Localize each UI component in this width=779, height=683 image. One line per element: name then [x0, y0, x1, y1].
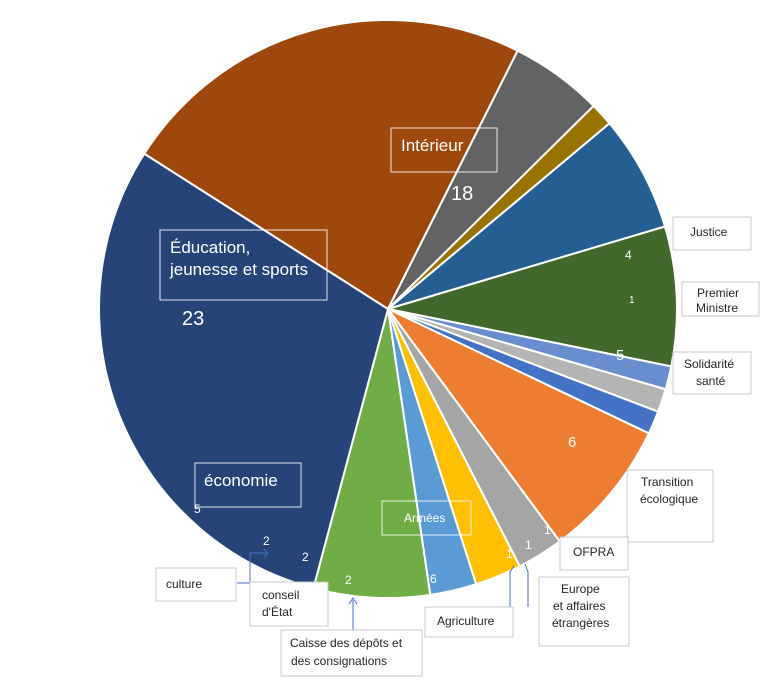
transition-value: 6 — [568, 434, 576, 451]
economie-value: 5 — [194, 502, 201, 516]
caisse-label-line2: des consignations — [291, 654, 387, 668]
economie-label-box — [194, 462, 302, 508]
justice-label: Justice — [690, 225, 728, 239]
europe-label-line1: Europe — [561, 582, 600, 596]
justice-value: 4 — [625, 248, 632, 262]
solidarite-value: 5 — [616, 347, 624, 364]
education-label-line2: jeunesse et sports — [169, 260, 308, 279]
agriculture-label: Agriculture — [437, 614, 495, 628]
caisse-value: 2 — [345, 573, 352, 587]
culture-label: culture — [166, 577, 202, 591]
solidarite-label-line2: santé — [696, 374, 726, 388]
europe-label-line2: et affaires — [553, 599, 605, 613]
agriculture-leader-line — [509, 565, 515, 607]
transition-label-line1: Transition — [641, 475, 693, 489]
pie-slice-éducation-jeunesse-et-sports — [98, 152, 390, 590]
interieur-label: Intérieur — [401, 136, 464, 155]
premier-label-line1: Premier — [697, 286, 739, 300]
interieur-value: 18 — [451, 183, 473, 205]
armees-label: Armées — [404, 511, 445, 525]
premier-label-line2: Ministre — [696, 301, 738, 315]
armees-value: 6 — [430, 572, 437, 586]
culture-leader-arrow — [263, 548, 269, 558]
transition-label-box — [626, 469, 714, 543]
conseil-label-line1: conseil — [262, 588, 299, 602]
caisse-leader-arrow — [348, 597, 358, 605]
justice-label-box — [672, 216, 752, 251]
caisse-label-line1: Caisse des dépôts et — [290, 636, 403, 650]
interieur-label-box — [390, 127, 498, 173]
europe-label-line3: étrangères — [552, 616, 609, 630]
solidarite-label-line1: Solidarité — [684, 357, 734, 371]
culture-value: 2 — [263, 534, 270, 548]
transition-label-line2: écologique — [640, 492, 698, 506]
europe-label-box — [538, 576, 630, 647]
europe-leader-line — [524, 563, 529, 607]
ofpra-label: OFPRA — [573, 545, 614, 559]
premier-label-box — [681, 281, 760, 317]
premier-value: 1 — [629, 295, 635, 306]
armees-label-box — [381, 500, 472, 536]
education-label-line1: Éducation, — [170, 238, 250, 257]
conseil-label-line2: d'État — [262, 604, 293, 619]
pie-slice-transition-écologique — [387, 225, 678, 368]
culture-leader-line — [237, 552, 268, 584]
europe-value: 1 — [525, 538, 532, 552]
caisse-label-box — [280, 629, 423, 677]
conseil-value: 2 — [302, 550, 309, 564]
education-value: 23 — [182, 308, 204, 330]
ofpra-label-box — [559, 536, 629, 571]
conseil-label-box — [249, 581, 329, 627]
education-label-box — [159, 229, 328, 301]
pie-slice-intérieur — [142, 19, 519, 311]
ofpra-value: 1 — [544, 523, 551, 537]
agriculture-value: 1 — [506, 547, 513, 561]
pie-slice-solidarité-santé — [387, 121, 667, 310]
solidarite-label-box — [672, 351, 752, 395]
economie-label: économie — [204, 471, 278, 490]
agriculture-label-box — [424, 606, 514, 638]
pie-slices — [98, 19, 678, 599]
culture-label-box — [155, 567, 237, 602]
